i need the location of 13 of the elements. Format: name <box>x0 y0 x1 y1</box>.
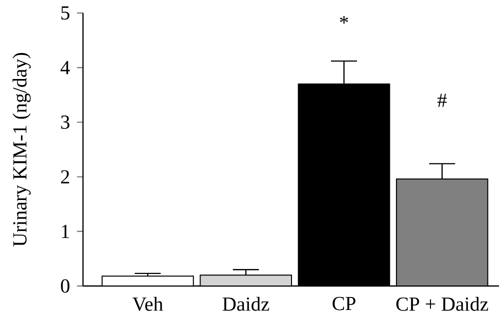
y-tick-label: 0 <box>60 279 70 293</box>
x-tick-label: CP <box>332 296 356 310</box>
y-tick-label: 5 <box>61 6 70 20</box>
x-tick-label: Daidz <box>222 296 270 311</box>
x-tick-label: CP + Daidz <box>396 296 488 311</box>
y-axis-title: Urinary KIM-1 (ng/day) <box>12 53 31 246</box>
y-tick-label: 1 <box>62 224 69 238</box>
y-tick-label: 4 <box>60 61 70 74</box>
y-tick-label: 2 <box>61 170 70 184</box>
y-tick-label: 3 <box>61 116 70 129</box>
annotation: * <box>340 16 348 24</box>
x-tick-label: Veh <box>132 296 164 311</box>
annotation: # <box>437 94 447 107</box>
